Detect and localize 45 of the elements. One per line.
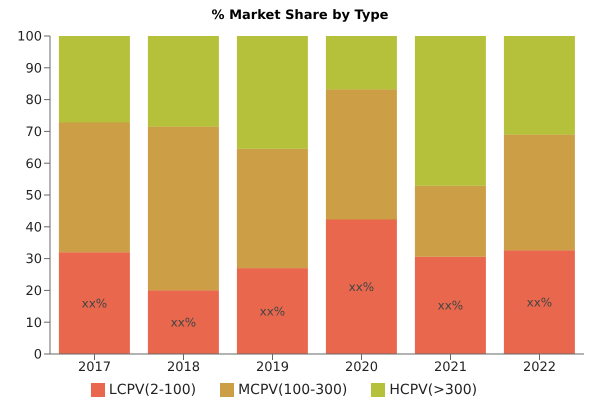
bar [414,256,486,354]
y-tick-label: 30 [25,252,42,268]
x-tick-label: 2018 [166,360,200,376]
data-label: xx% [526,295,552,310]
bar [326,89,397,220]
x-tick-label: 2019 [256,360,290,376]
y-tick-label: 90 [25,61,42,76]
y-tick-label: 100 [17,30,42,45]
x-tick-label: 2020 [344,360,378,376]
data-label: xx% [260,304,286,318]
y-tick-label: 20 [25,284,42,300]
bar [414,36,486,186]
chart-title: % Market Share by Type [210,8,390,25]
data-label: xx% [348,280,374,294]
bar [326,219,397,354]
bar [414,186,486,257]
bar [148,126,219,290]
y-tick-label: 70 [25,125,42,140]
bar [504,134,575,250]
bar [236,148,308,268]
y-tick-label: 10 [25,316,42,331]
y-tick-label: 80 [25,93,42,108]
legend-label: LCPV(2-100) [108,382,196,398]
bar [148,36,219,127]
x-tick-label: 2017 [78,360,112,376]
legend-label: MCPV(100-300) [238,382,348,398]
y-tick-label: 50 [25,188,42,204]
bar [236,268,308,354]
data-label: xx% [438,298,464,313]
data-label: xx% [170,315,196,330]
y-tick-label: 40 [25,220,42,236]
x-tick-label: 2022 [522,360,556,376]
y-tick-label: 60 [25,156,42,172]
data-label: xx% [82,296,108,310]
x-tick-label: 2021 [434,360,468,376]
legend-label: HCPV(>300) [389,382,478,398]
bar [236,36,308,149]
bar [326,36,397,90]
bar [58,252,130,354]
y-tick-label: 0 [34,348,42,363]
bar [504,36,575,135]
bar [504,250,575,354]
bar [148,290,219,354]
bar [58,36,130,122]
bar [58,122,130,252]
